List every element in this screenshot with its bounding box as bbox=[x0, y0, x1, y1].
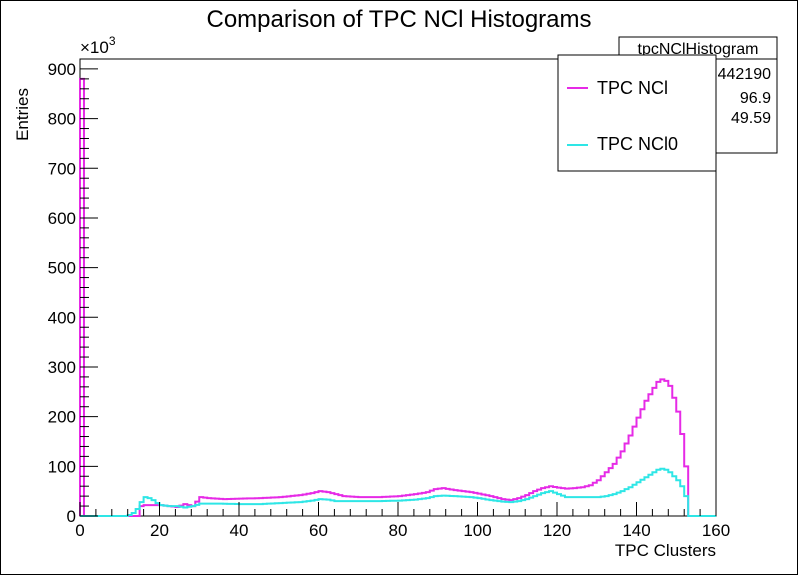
x-tick-label: 100 bbox=[463, 521, 491, 540]
y-tick-label: 900 bbox=[48, 60, 76, 79]
stats-row-3: 49.59 bbox=[731, 110, 771, 127]
axes: 0 20 40 60 80 100 120 140 160 0 100 200 300 400 500 600… bbox=[48, 58, 730, 540]
histogram-ncl bbox=[79, 77, 716, 517]
legend-label-tpc-ncl: TPC NCl bbox=[597, 78, 668, 98]
x-tick-label: 20 bbox=[150, 521, 169, 540]
y-tick-label: 700 bbox=[48, 159, 76, 178]
stats-row-2: 96.9 bbox=[740, 90, 771, 107]
legend-frame bbox=[557, 54, 717, 172]
y-axis-multiplier: ×103 bbox=[80, 34, 116, 57]
histogram-ncl0 bbox=[80, 467, 716, 517]
y-tick-label: 0 bbox=[67, 507, 76, 526]
y-tick-label: 100 bbox=[48, 457, 76, 476]
y-tick-label: 200 bbox=[48, 408, 76, 427]
legend-label-tpc-ncl0: TPC NCl0 bbox=[597, 134, 678, 154]
x-tick-label: 140 bbox=[622, 521, 650, 540]
x-tick-label: 120 bbox=[543, 521, 571, 540]
legend: TPC NCl TPC NCl0 bbox=[557, 54, 717, 172]
x-tick-label: 60 bbox=[309, 521, 328, 540]
y-tick-label: 300 bbox=[48, 358, 76, 377]
y-tick-label: 400 bbox=[48, 308, 76, 327]
y-multiplier-base: ×10 bbox=[80, 38, 109, 57]
x-tick-label: 160 bbox=[702, 521, 730, 540]
x-tick-label: 80 bbox=[389, 521, 408, 540]
y-tick-label: 800 bbox=[48, 110, 76, 129]
histogram-layer bbox=[79, 77, 716, 517]
stats-box-title: tpcNClHistogram bbox=[638, 41, 759, 58]
chart-title: Comparison of TPC NCl Histograms bbox=[207, 6, 592, 33]
x-tick-label: 0 bbox=[75, 521, 84, 540]
y-tick-label: 600 bbox=[48, 209, 76, 228]
x-tick-label: 40 bbox=[230, 521, 249, 540]
y-multiplier-exponent: 3 bbox=[109, 34, 116, 48]
stats-row-1: 442190 bbox=[718, 66, 771, 83]
x-axis-label: TPC Clusters bbox=[615, 541, 716, 560]
y-axis-label: Entries bbox=[13, 88, 32, 141]
y-tick-label: 500 bbox=[48, 259, 76, 278]
